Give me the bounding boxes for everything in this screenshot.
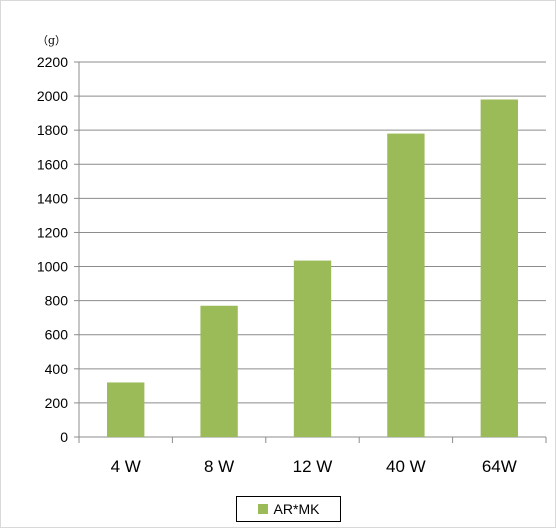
y-tick-label: 1600 — [37, 156, 68, 172]
y-tick-label: 2200 — [37, 54, 68, 70]
y-axis: 0 200 400 600 800 1000 1200 1400 1600 1800 2000 220… — [37, 54, 80, 445]
bar — [480, 99, 518, 437]
x-axis: 4 W 8 W 12 W 40 W 64W — [78, 436, 547, 476]
x-tick-label: 12 W — [293, 457, 333, 476]
y-tick-label: 800 — [45, 293, 69, 309]
legend-swatch — [257, 504, 268, 514]
y-tick-label: 400 — [45, 361, 69, 377]
bar — [200, 305, 238, 437]
legend: AR*MK — [236, 496, 341, 522]
bar — [293, 260, 332, 437]
x-tick-label: 4 W — [111, 457, 141, 476]
y-tick-label: 1200 — [37, 224, 68, 240]
bar — [107, 382, 145, 437]
x-tick-label: 64W — [482, 457, 517, 476]
y-tick-label: 1400 — [37, 190, 68, 206]
x-tick-label: 40 W — [386, 457, 426, 476]
bar — [387, 133, 425, 437]
y-tick-label: 1800 — [37, 122, 68, 138]
y-tick-label: 0 — [60, 429, 68, 445]
y-tick-label: 200 — [45, 395, 69, 411]
y-tick-label: 1000 — [37, 259, 68, 275]
bars — [107, 99, 518, 437]
y-tick-label: 2000 — [37, 88, 68, 104]
y-tick-label: 600 — [45, 327, 69, 343]
y-unit-label: （g） — [37, 34, 66, 47]
legend-label-ar-mk: AR*MK — [273, 501, 320, 517]
x-tick-label: 8 W — [204, 457, 234, 476]
